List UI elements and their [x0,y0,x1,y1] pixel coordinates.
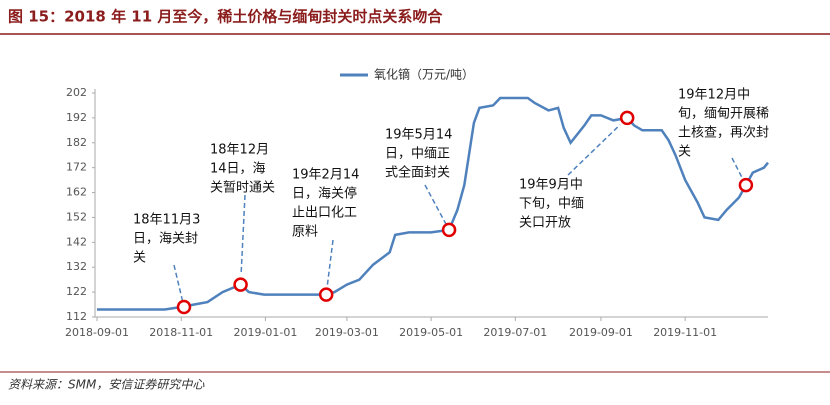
annotation-text: 关 [678,145,691,160]
annotation-text: 18年12月 [210,143,269,158]
leader-line [326,239,334,289]
y-tick-label: 192 [66,111,87,124]
y-tick-label: 132 [66,260,87,273]
x-tick-label: 2019-07-01 [483,326,547,339]
x-tick-label: 2018-11-01 [149,326,213,339]
annotation-text: 关暂时通关 [210,181,275,196]
annotation-text: 14日，海 [210,162,266,177]
y-tick-label: 152 [66,210,87,223]
annotation-text: 下旬，中缅 [519,197,584,212]
event-marker [176,299,192,315]
annotation-text: 19年2月14 [292,168,359,183]
x-tick-label: 2019-09-01 [569,326,633,339]
leader-line [424,184,447,225]
annotation-text: 关 [133,251,146,266]
annotation-text: 土核查，再次封 [678,125,769,141]
annotation-text: 关口开放 [519,216,571,231]
y-tick-label: 142 [66,235,87,248]
annotation-text: 日，海关停 [292,186,357,202]
leader-line [567,124,621,176]
annotation-text: 19年12月中 [678,88,750,103]
y-tick-label: 172 [66,161,87,174]
event-marker [318,287,334,302]
event-marker [738,177,754,193]
annotation-text: 日，海关封 [133,232,198,247]
annotation-text: 19年5月14 [385,128,452,143]
x-tick-label: 2019-05-01 [399,326,463,339]
annotation-text: 止出口化工 [292,206,357,221]
y-tick-label: 112 [66,310,87,323]
event-marker [233,277,248,292]
y-tick-label: 202 [66,86,87,99]
chart-title: 图 15：2018 年 11 月至今，稀土价格与缅甸封关时点关系吻合 [8,8,443,26]
legend-label: 氧化镝（万元/吨） [374,67,474,82]
annotation-text: 日，中缅正 [385,147,450,162]
event-marker [619,110,635,126]
x-tick-label: 2018-09-01 [65,326,129,339]
price-line [97,96,769,311]
leader-line [240,194,246,274]
annotation-text: 18年11月3 [133,213,200,228]
annotation-text: 19年9月中 [519,178,583,193]
event-marker [441,222,457,238]
annotation-text: 旬，缅甸开展稀 [678,107,769,122]
x-tick-label: 2019-03-01 [315,326,379,339]
y-tick-label: 162 [66,186,87,199]
y-tick-label: 122 [66,285,87,298]
leader-line [731,157,745,183]
annotation-text: 原料 [292,225,318,240]
annotation-text: 式全面封关 [385,165,450,181]
x-tick-label: 2019-01-01 [233,326,297,339]
leader-line [173,264,184,303]
y-tick-label: 182 [66,136,87,149]
source: 资料来源：SMM，安信证券研究中心 [8,378,205,392]
x-tick-label: 2019-11-01 [653,326,717,339]
